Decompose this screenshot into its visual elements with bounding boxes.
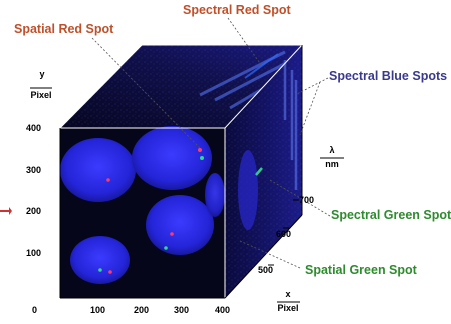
cube-edges (59, 44, 303, 298)
x-tick-0: 0 (32, 305, 38, 315)
label-spatial-red-spot: Spatial Red Spot (14, 22, 114, 36)
x-tick-200: 200 (134, 305, 150, 315)
x-tick-300: 300 (174, 305, 190, 315)
label-spectral-red-spot: Spectral Red Spot (183, 3, 291, 17)
spectral-red-streak (244, 53, 279, 79)
cell-4 (70, 236, 130, 284)
y-tick-200: 200 (26, 206, 42, 216)
y-axis-unit: Pixel (30, 90, 52, 100)
label-spectral-blue-spots: Spectral Blue Spots (329, 69, 448, 83)
y-axis-name: y (39, 69, 45, 79)
left-arrow-marker (0, 207, 12, 215)
cube-side-noise (225, 45, 302, 298)
spectral-blue-streaks-side (283, 60, 298, 190)
lambda-tick-700: 700 (299, 195, 315, 205)
spatial-red-spot (198, 148, 202, 152)
y-tick-400: 400 (26, 123, 42, 133)
green-spot-cell-3 (164, 246, 168, 250)
lambda-axis-name: λ (329, 145, 335, 155)
leader-lines (91, 17, 331, 269)
lambda-tick-600: 600 (276, 229, 292, 239)
lambda-tick-500: 500 (258, 265, 274, 275)
red-spot-cell-1 (106, 178, 110, 182)
spectral-green-streak-side (255, 167, 263, 176)
x-tick-100: 100 (90, 305, 106, 315)
red-spot-cell-4 (108, 270, 112, 274)
lambda-axis-unit: nm (325, 159, 339, 169)
red-spot-cell-3 (170, 232, 174, 236)
green-spot-cell-4 (98, 268, 102, 272)
label-spatial-green-spot: Spatial Green Spot (305, 263, 417, 277)
y-tick-300: 300 (26, 165, 42, 175)
x-axis-unit: Pixel (277, 303, 299, 313)
cell-5 (205, 173, 225, 217)
spectral-blue-patch (238, 150, 258, 230)
y-tick-100: 100 (26, 248, 42, 258)
label-spectral-green-spot: Spectral Green Spot (331, 208, 451, 222)
cube-top-noise (60, 45, 302, 128)
x-tick-400: 400 (215, 305, 231, 315)
spatial-green-spot-top (200, 156, 204, 160)
cell-3 (146, 195, 214, 255)
cell-1 (60, 138, 136, 202)
cell-2 (132, 126, 212, 190)
x-axis-name: x (285, 289, 291, 299)
axes (30, 45, 344, 303)
